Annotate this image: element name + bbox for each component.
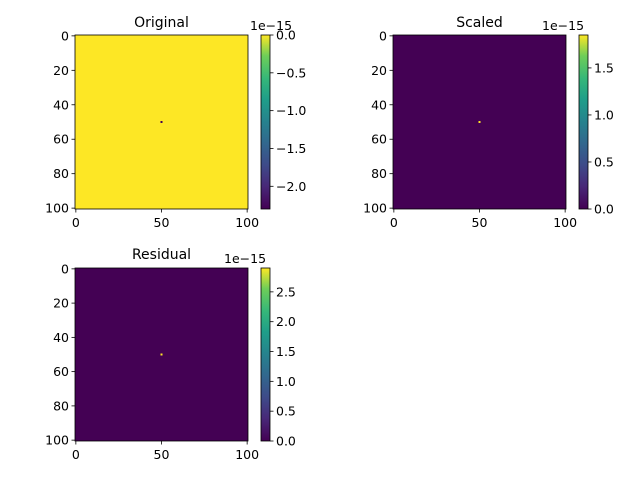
x-axis-ticks: 0 50 100 — [72, 441, 259, 462]
y-tick-label: 0 — [61, 261, 69, 276]
heatmap-point — [478, 121, 481, 123]
y-tick-label: 40 — [53, 330, 69, 345]
x-tick-label: 0 — [72, 447, 80, 462]
y-tick-label: 40 — [53, 97, 69, 112]
panel-original: Original 0 20 40 60 80 100 0 50 100 1e−15 0.0 −0… — [45, 15, 306, 230]
y-tick-label: 60 — [53, 364, 69, 379]
colorbar — [260, 34, 271, 210]
colorbar-offset-text: 1e−15 — [542, 18, 584, 33]
y-tick-label: 0 — [61, 28, 69, 43]
y-axis-ticks: 0 20 40 60 80 100 — [45, 28, 75, 216]
colorbar-tick-label: 0.5 — [594, 154, 614, 169]
colorbar-ticks: 0.0 0.5 1.0 1.5 — [588, 60, 614, 217]
x-tick-label: 0 — [72, 215, 80, 230]
colorbar-tick-label: −2.0 — [276, 179, 306, 194]
x-tick-label: 100 — [235, 447, 259, 462]
colorbar-tick-label: 0.0 — [594, 202, 614, 217]
y-tick-label: 100 — [45, 201, 69, 216]
colorbar-tick-label: 2.0 — [276, 314, 296, 329]
colorbar-tick-label: 1.5 — [276, 344, 296, 359]
panel-title: Original — [134, 15, 189, 31]
y-tick-label: 80 — [53, 166, 69, 181]
colorbar-tick-label: 0.5 — [276, 404, 296, 419]
y-axis-ticks: 0 20 40 60 80 100 — [45, 261, 75, 448]
x-axis-ticks: 0 50 100 — [390, 209, 577, 230]
panel-scaled: Scaled 0 20 40 60 80 100 0 50 100 1e−15 0.0 0.5 1… — [363, 15, 614, 230]
colorbar-tick-label: 1.0 — [594, 107, 614, 122]
colorbar-tick-label: 0.0 — [276, 28, 296, 43]
x-tick-label: 50 — [154, 447, 170, 462]
colorbar-tick-label: 1.0 — [276, 374, 296, 389]
colorbar-tick-label: −1.5 — [276, 141, 306, 156]
colorbar-offset-text: 1e−15 — [224, 251, 266, 266]
y-tick-label: 100 — [363, 201, 387, 216]
colorbar-offset-text: 1e−15 — [250, 18, 292, 33]
colorbar-tick-label: 1.5 — [594, 60, 614, 75]
heatmap-point — [160, 121, 163, 123]
x-tick-label: 100 — [235, 215, 259, 230]
x-axis-ticks: 0 50 100 — [72, 209, 259, 230]
y-tick-label: 100 — [45, 433, 69, 448]
colorbar-tick-label: −0.5 — [276, 65, 306, 80]
x-tick-label: 50 — [154, 215, 170, 230]
x-tick-label: 100 — [553, 215, 577, 230]
y-tick-label: 20 — [371, 63, 387, 78]
colorbar-ticks: 0.0 0.5 1.0 1.5 2.0 2.5 — [270, 284, 296, 449]
y-tick-label: 0 — [379, 28, 387, 43]
y-tick-label: 40 — [371, 97, 387, 112]
y-axis-ticks: 0 20 40 60 80 100 — [363, 28, 393, 216]
colorbar — [578, 34, 589, 210]
x-tick-label: 50 — [472, 215, 488, 230]
panel-title: Scaled — [456, 15, 503, 31]
y-tick-label: 20 — [53, 63, 69, 78]
colorbar-tick-label: −1.0 — [276, 103, 306, 118]
colorbar — [260, 267, 271, 442]
heatmap-point — [160, 353, 163, 356]
y-tick-label: 20 — [53, 296, 69, 311]
colorbar-tick-label: 0.0 — [276, 434, 296, 449]
y-tick-label: 60 — [371, 132, 387, 147]
panel-title: Residual — [132, 247, 191, 263]
y-tick-label: 80 — [53, 398, 69, 413]
colorbar-ticks: 0.0 −0.5 −1.0 −1.5 −2.0 — [270, 28, 306, 194]
x-tick-label: 0 — [390, 215, 398, 230]
y-tick-label: 80 — [371, 166, 387, 181]
y-tick-label: 60 — [53, 132, 69, 147]
colorbar-tick-label: 2.5 — [276, 284, 296, 299]
